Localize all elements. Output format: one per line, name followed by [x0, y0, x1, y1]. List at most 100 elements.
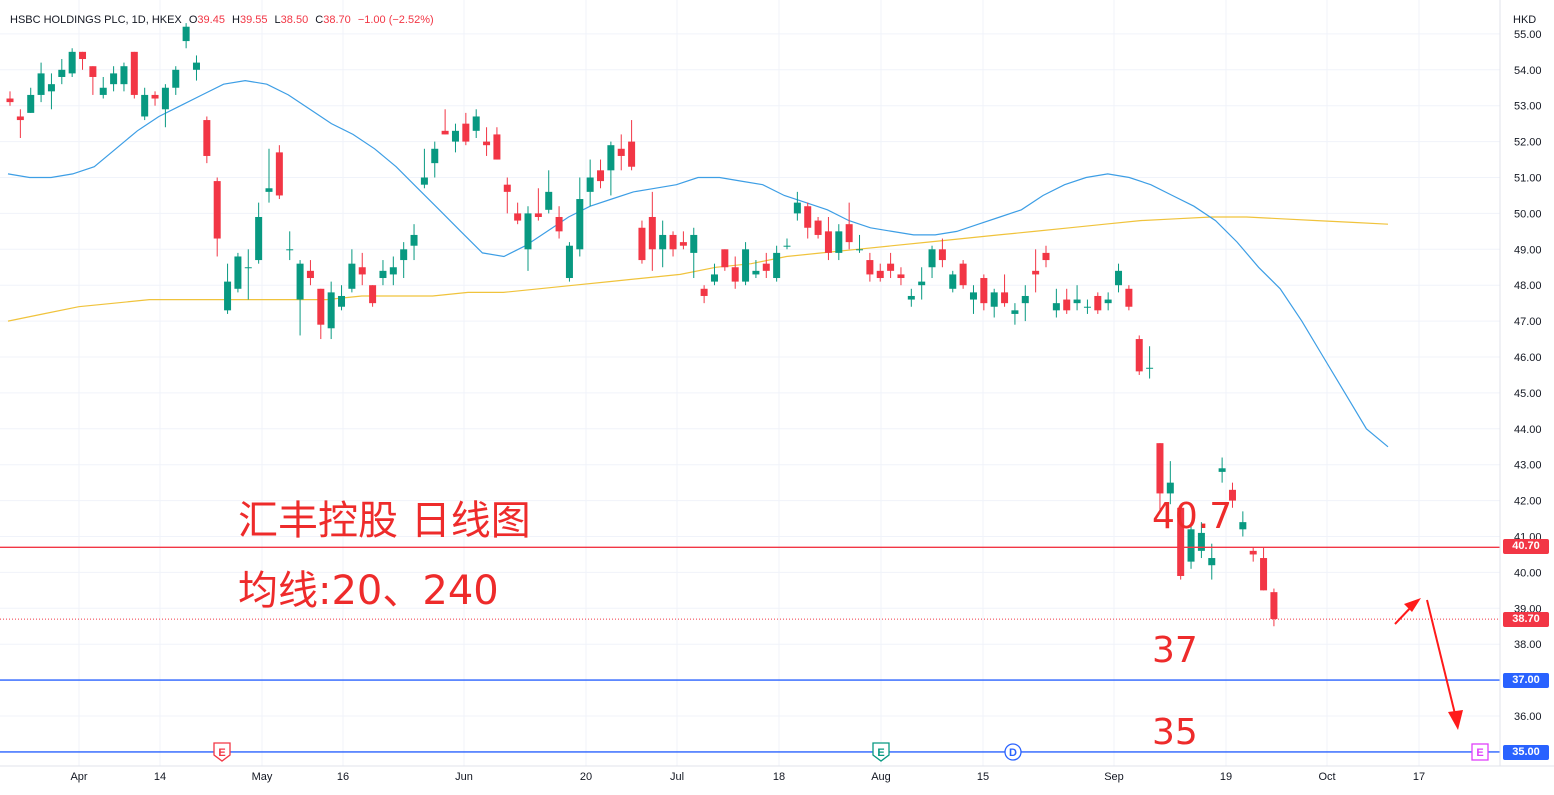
candle-body — [1197, 532, 1205, 551]
price-axis[interactable]: 36.0037.0038.0039.0040.0041.0042.0043.00… — [1499, 0, 1542, 766]
candle-body — [1125, 288, 1133, 307]
candle-body — [338, 295, 346, 307]
candle-body — [907, 295, 915, 300]
candle — [192, 55, 200, 81]
candle — [1042, 245, 1050, 268]
candle-body — [483, 141, 491, 146]
price-grid — [0, 0, 1500, 766]
candle-body — [120, 66, 128, 85]
candle-body — [99, 87, 107, 95]
candle — [1156, 443, 1164, 512]
event-marker-earnings: E — [213, 742, 231, 762]
candle-body — [876, 270, 884, 279]
price-tick-label: 53.00 — [1514, 101, 1542, 113]
annotation-level-40-7: 40.7 — [1152, 496, 1233, 537]
candle — [89, 66, 97, 95]
candle — [451, 123, 459, 153]
candle — [141, 87, 149, 121]
candle-body — [721, 249, 729, 268]
candle-body — [1021, 295, 1029, 304]
time-tick-label: Jun — [455, 771, 473, 783]
candle — [607, 141, 615, 196]
candle — [431, 141, 439, 178]
candle — [68, 48, 76, 77]
candle-body — [545, 191, 553, 210]
candle — [389, 256, 397, 286]
candle-body — [1187, 529, 1195, 562]
candle-body — [79, 51, 87, 60]
candle — [742, 242, 750, 286]
candle-body — [462, 123, 470, 142]
candle-body — [192, 62, 200, 70]
candle-body — [752, 270, 760, 275]
price-tick-label: 50.00 — [1514, 208, 1542, 220]
candle — [804, 202, 812, 239]
candle-body — [503, 184, 511, 192]
time-axis[interactable]: Apr 14 May 16 Jun 20 Jul 18 Aug 15 Sep 19 Oct 17 — [0, 765, 1554, 783]
candle — [907, 288, 915, 307]
candle — [586, 159, 594, 207]
candle — [306, 260, 314, 286]
candle — [296, 260, 304, 336]
event-marker-label: E — [218, 747, 225, 759]
candle — [213, 177, 221, 257]
time-tick-label: 15 — [977, 771, 989, 783]
candle-body — [431, 148, 439, 164]
price-tick-label: 36.00 — [1514, 711, 1542, 723]
candle — [938, 238, 946, 268]
candle — [628, 120, 636, 171]
candle-body — [762, 263, 770, 271]
price-tick-label: 52.00 — [1514, 137, 1542, 149]
time-tick-label: 16 — [337, 771, 349, 783]
candle-body — [1083, 306, 1091, 308]
candle-body — [1135, 339, 1143, 372]
candle — [918, 267, 926, 300]
event-marker-label: E — [877, 747, 884, 759]
candle-body — [27, 94, 35, 113]
candle-body — [1166, 482, 1174, 494]
close-value: 38.70 — [323, 14, 351, 26]
candle — [483, 127, 491, 156]
candle-body — [555, 216, 563, 232]
candle-body — [472, 116, 480, 131]
candle-body — [897, 274, 905, 279]
candle-body — [1156, 443, 1164, 494]
change-value: −1.00 (−2.52%) — [357, 14, 434, 26]
candle — [617, 134, 625, 171]
candle — [514, 202, 522, 225]
candle-body — [58, 69, 66, 77]
candle-body — [638, 227, 646, 261]
candle-body — [213, 181, 221, 239]
event-marker-shape — [1471, 743, 1489, 761]
annotation-level-35: 35 — [1152, 712, 1198, 753]
candle-body — [918, 281, 926, 286]
candle-body — [441, 130, 449, 135]
candle — [555, 206, 563, 239]
candle — [1115, 263, 1123, 293]
candle — [928, 245, 936, 279]
candle-body — [1239, 522, 1247, 530]
candle-body — [1063, 299, 1071, 311]
candle-body — [928, 249, 936, 268]
event-marker-label: D — [1009, 747, 1017, 759]
candle — [1146, 346, 1154, 379]
time-tick-label: Jul — [670, 771, 684, 783]
candle — [110, 66, 118, 92]
candle-body — [856, 249, 864, 251]
arrow-up-head — [1404, 598, 1421, 612]
ma240-path — [7, 216, 1389, 322]
candle — [161, 84, 169, 128]
candle — [234, 252, 242, 293]
candle-body — [172, 69, 180, 88]
price-tag-35-00: 35.00 — [1503, 745, 1549, 760]
candle-body — [783, 245, 791, 247]
candle — [130, 51, 138, 99]
candle-body — [1073, 299, 1081, 304]
candle-body — [1104, 299, 1112, 304]
candle — [721, 249, 729, 271]
time-tick-label: 14 — [154, 771, 166, 783]
candle-body — [1052, 303, 1060, 311]
time-tick-label: 17 — [1413, 771, 1425, 783]
candle — [1187, 522, 1195, 569]
